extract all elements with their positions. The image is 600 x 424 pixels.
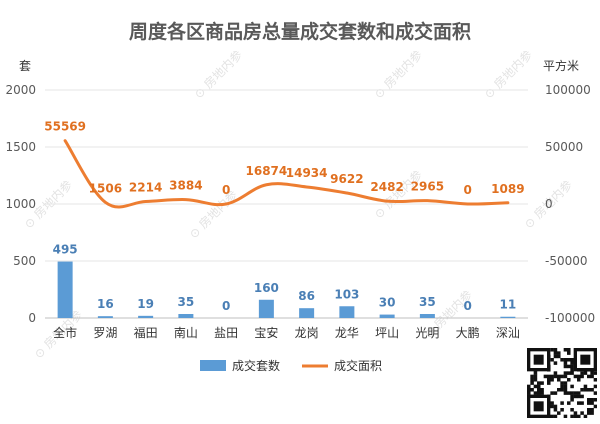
qr-code — [527, 348, 598, 419]
chart-title: 周度各区商品房总量成交套数和成交面积 — [129, 20, 471, 43]
y-right-tick-label: -50000 — [545, 254, 588, 268]
bar — [57, 261, 73, 318]
x-tick-label: 龙岗 — [295, 326, 319, 340]
x-tick-label: 全市 — [53, 325, 77, 340]
bar — [178, 314, 194, 318]
bar-value-label: 19 — [137, 297, 154, 311]
y-right-tick-label: 0 — [545, 197, 553, 211]
right-axis-unit: 平方米 — [543, 58, 579, 73]
y-left-tick-label: 2000 — [5, 83, 36, 97]
line-path — [63, 139, 510, 209]
x-tick-label: 大鹏 — [456, 326, 480, 340]
line-value-label: 55569 — [44, 120, 86, 134]
bar-value-label: 35 — [419, 295, 436, 309]
x-tick-label: 盐田 — [214, 326, 238, 340]
gridlines — [45, 89, 528, 319]
line-value-label: 1089 — [491, 182, 524, 196]
y-left-tick-label: 1500 — [5, 140, 36, 154]
y-right-tick-label: -100000 — [545, 311, 595, 325]
legend: 成交套数 成交面积 — [200, 358, 382, 373]
line-value-label: 2482 — [370, 180, 403, 194]
bar-value-label: 160 — [254, 281, 279, 295]
line-value-label: 1506 — [89, 181, 122, 195]
line-value-label: 14934 — [286, 166, 328, 180]
legend-label-line: 成交面积 — [334, 358, 382, 373]
bar-series: 495 16 19 35 0 160 86 103 30 35 0 11 — [53, 243, 517, 318]
bar-value-label: 86 — [298, 289, 315, 303]
bar — [97, 316, 113, 318]
x-tick-label: 深汕 — [496, 326, 520, 340]
left-axis-unit: 套 — [19, 59, 31, 73]
y-left-tick-label: 0 — [28, 311, 36, 325]
y-left-tick-label: 500 — [13, 254, 36, 268]
x-tick-label: 龙华 — [335, 326, 359, 340]
line-value-label: 0 — [222, 183, 230, 197]
x-tick-label: 福田 — [134, 325, 158, 340]
line-value-label: 9622 — [330, 172, 363, 186]
x-tick-label: 南山 — [174, 325, 198, 340]
line-value-label: 0 — [463, 183, 471, 197]
bar — [299, 308, 315, 318]
bar — [379, 314, 395, 318]
axes: 0 500 1000 1500 2000 -100000 -50000 0 50000 10000… — [5, 83, 595, 340]
line-value-label: 2965 — [411, 180, 444, 194]
bar-value-label: 495 — [53, 243, 78, 257]
y-right-tick-label: 100000 — [545, 83, 591, 97]
legend-swatch-bar — [200, 360, 226, 371]
x-tick-label: 坪山 — [375, 326, 399, 340]
legend-label-bar: 成交套数 — [232, 358, 280, 373]
x-tick-label: 罗湖 — [93, 325, 117, 340]
bar — [339, 306, 355, 318]
x-tick-label: 宝安 — [254, 325, 278, 340]
bar-value-label: 30 — [379, 296, 396, 310]
bar-value-label: 0 — [222, 299, 230, 313]
bar-value-label: 11 — [500, 298, 517, 312]
bar — [138, 315, 154, 318]
bar — [419, 314, 435, 318]
bar — [258, 299, 274, 318]
bar-value-label: 0 — [463, 299, 471, 313]
y-right-tick-label: 50000 — [545, 140, 583, 154]
x-tick-label: 光明 — [415, 326, 439, 340]
y-left-tick-label: 1000 — [5, 197, 36, 211]
line-value-label: 2214 — [129, 180, 162, 194]
bar-value-label: 16 — [97, 297, 114, 311]
bar-value-label: 103 — [334, 287, 359, 301]
line-value-label: 3884 — [169, 179, 202, 193]
bar — [500, 316, 516, 318]
bar-value-label: 35 — [178, 295, 195, 309]
line-value-label: 16874 — [246, 164, 288, 178]
